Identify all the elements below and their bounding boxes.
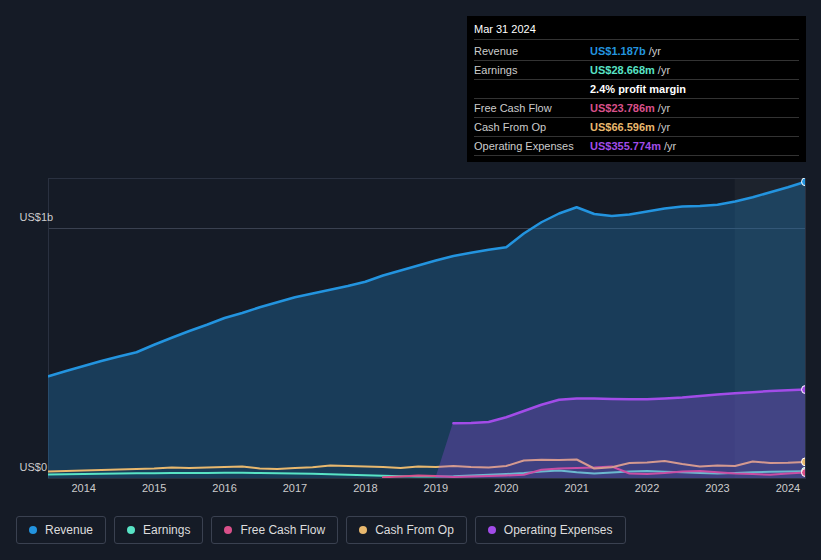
svg-text:2015: 2015 [142, 482, 166, 494]
html-text:Revenue: Revenue [45, 523, 93, 537]
svg-text:2016: 2016 [212, 482, 236, 494]
html-text:Cash From Op: Cash From Op [375, 523, 454, 537]
html-text:Free Cash Flow: Free Cash Flow [474, 102, 552, 114]
html-text:US$1.187b /yr: US$1.187b /yr [590, 45, 661, 57]
html-text:Operating Expenses: Operating Expenses [474, 140, 574, 152]
svg-text:2018: 2018 [353, 482, 377, 494]
html-text:US$23.786m /yr: US$23.786m /yr [590, 102, 671, 114]
svg-text:US$0: US$0 [20, 461, 48, 473]
html-text:Operating Expenses: Operating Expenses [503, 523, 613, 537]
html-text:Free Cash Flow: Free Cash Flow [240, 523, 326, 537]
html-text:Revenue: Revenue [474, 45, 518, 57]
svg-text:2017: 2017 [283, 482, 307, 494]
html-text:2.4% profit margin: 2.4% profit margin [590, 83, 686, 95]
svg-text:2024: 2024 [776, 482, 800, 494]
html-text:US$66.596m /yr: US$66.596m /yr [590, 121, 671, 133]
html-text:Earnings: Earnings [474, 64, 518, 76]
html-text:Earnings: Earnings [143, 523, 191, 537]
svg-text:2022: 2022 [635, 482, 659, 494]
svg-text:2020: 2020 [494, 482, 518, 494]
html-text:US$355.774m /yr: US$355.774m /yr [590, 140, 677, 152]
html-text:Mar 31 2024: Mar 31 2024 [474, 23, 536, 35]
svg-text:2023: 2023 [705, 482, 729, 494]
html-text:US$28.668m /yr: US$28.668m /yr [590, 64, 671, 76]
svg-text:2019: 2019 [424, 482, 448, 494]
svg-text:2021: 2021 [564, 482, 588, 494]
html-text:Cash From Op: Cash From Op [474, 121, 547, 133]
svg-text:US$1b: US$1b [20, 211, 54, 223]
svg-text:2014: 2014 [71, 482, 95, 494]
